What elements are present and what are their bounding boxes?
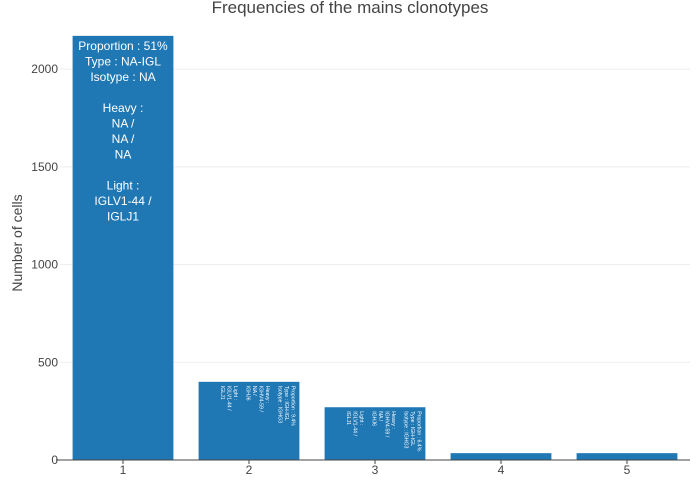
bar-label-line: Proportion : 6.4% (415, 411, 421, 451)
bar-label-line: Proportion : 51% (78, 39, 168, 53)
bar (72, 35, 174, 460)
bar-label-line: IGLJ1 (107, 209, 139, 223)
bar-label-line: Light : (107, 178, 140, 192)
bar-label-line: Heavy : (103, 101, 144, 115)
bar-label-line: IGLV1-44 / (351, 411, 357, 436)
axes: 0 500 1000 1500 2000 1 2 3 4 5 (31, 62, 690, 477)
bars: Proportion : 51%Type : NA-IGL Isotype : N… (72, 35, 678, 460)
bar-label-line: IGHV4-59 / (383, 411, 389, 438)
y-tick-label: 500 (38, 355, 58, 369)
bar-label-line: IGLJ1 (345, 411, 351, 425)
bar-label-line: IGLV1-44 / (94, 194, 152, 208)
bar-label-line: Isotype : IGHG3 (403, 411, 409, 448)
bar-label-line: Type : IGH-IGL (283, 386, 289, 421)
bar-label-line: IGHV4-59 / (257, 386, 263, 413)
bar-label-line: NA / (112, 116, 135, 130)
x-tick-label: 1 (120, 463, 127, 477)
bar-label-line: NA / (251, 386, 257, 396)
x-tick-label: 2 (246, 463, 253, 477)
y-axis-title: Number of cells (9, 194, 25, 291)
x-tick-label: 5 (624, 463, 631, 477)
bar-label-line: IGLJ1 (219, 386, 225, 400)
bar-label-line: IGHJ6 (245, 386, 251, 401)
x-tick-label: 4 (498, 463, 505, 477)
y-tick-label: 1500 (31, 160, 58, 174)
bar (576, 453, 678, 460)
bar-label-line: Isotype : IGHG3 (277, 386, 283, 423)
bar-label-line: Heavy : (264, 386, 270, 404)
bar-label-line: Light : (232, 386, 238, 400)
bar (198, 381, 300, 460)
chart-title: Frequencies of the mains clonotypes (212, 0, 489, 17)
x-tick-label: 3 (372, 463, 379, 477)
bar-label-line: Type : IGH-IGL (409, 411, 415, 446)
bar-label-line: Heavy : (390, 411, 396, 429)
bar-label-line: Proportion : 9.4% (289, 386, 295, 426)
bar-label-line: Light : (358, 411, 364, 425)
y-tick-label: 2000 (31, 62, 58, 76)
bar (450, 453, 552, 460)
bar-label-line: Isotype : NA (90, 70, 155, 84)
bar-label-line: NA (115, 147, 132, 161)
bar-label-line: Type : NA-IGL (85, 54, 161, 68)
y-tick-label: 0 (51, 453, 58, 467)
bar-label-line: NA / (377, 411, 383, 421)
bar-label-line: NA / (112, 132, 135, 146)
bar-label-line: IGHJ6 (371, 411, 377, 426)
bar-label-line: IGLV1-44 / (225, 386, 231, 411)
bar (324, 407, 426, 460)
y-tick-label: 1000 (31, 258, 58, 272)
